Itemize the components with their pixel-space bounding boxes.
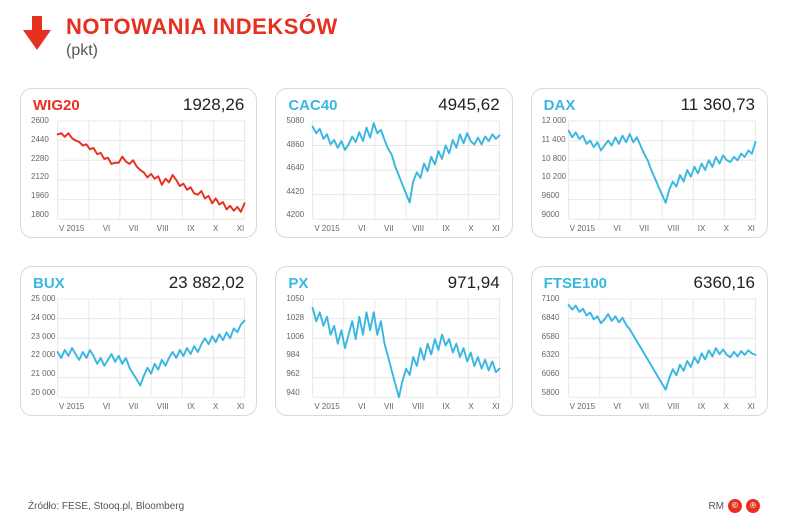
chart-plot: 50804860464044204200 V 2015VIVIIVIIIIXXXI xyxy=(284,117,503,233)
y-axis-labels: 105010281006984962940 xyxy=(286,295,304,397)
x-axis-labels: V 2015VIVIIVIIIIXXXI xyxy=(59,402,244,411)
chart-header: WIG20 1928,26 xyxy=(29,95,248,117)
chart-value: 4945,62 xyxy=(438,95,499,115)
chart-name: CAC40 xyxy=(288,97,337,114)
chart-card-ftse100: FTSE100 6360,16 710068406580632060605800 V … xyxy=(531,266,768,416)
charts-grid: WIG20 1928,26 260024402280212019601800 V 20… xyxy=(18,88,770,416)
arrow-down-icon xyxy=(18,14,56,52)
y-axis-labels: 50804860464044204200 xyxy=(286,117,304,219)
chart-plot: 260024402280212019601800 V 2015VIVIIVIIII… xyxy=(29,117,248,233)
chart-card-px: PX 971,94 105010281006984962940 V 2015VIVII… xyxy=(275,266,512,416)
page-header: NOTOWANIA INDEKSÓW (pkt) xyxy=(18,14,770,60)
copyright-icon: © xyxy=(728,499,742,513)
chart-plot: 710068406580632060605800 V 2015VIVIIVIIII… xyxy=(540,295,759,411)
chart-name: DAX xyxy=(544,97,576,114)
x-axis-labels: V 2015VIVIIVIIIIXXXI xyxy=(570,402,755,411)
chart-plot: 25 00024 00023 00022 00021 00020 000 V 20… xyxy=(29,295,248,411)
y-axis-labels: 710068406580632060605800 xyxy=(542,295,560,397)
x-axis-labels: V 2015VIVIIVIIIIXXXI xyxy=(570,224,755,233)
chart-header: FTSE100 6360,16 xyxy=(540,273,759,295)
credits: RM © ℗ xyxy=(708,499,760,513)
chart-card-cac40: CAC40 4945,62 50804860464044204200 V 2015VI… xyxy=(275,88,512,238)
chart-value: 1928,26 xyxy=(183,95,244,115)
chart-name: PX xyxy=(288,275,308,292)
x-axis-labels: V 2015VIVIIVIIIIXXXI xyxy=(314,402,499,411)
chart-plot: 12 00011 40010 80010 20096009000 V 2015VI… xyxy=(540,117,759,233)
chart-value: 11 360,73 xyxy=(681,95,755,115)
chart-header: BUX 23 882,02 xyxy=(29,273,248,295)
source-text: Źródło: FESE, Stooq.pl, Bloomberg xyxy=(28,501,184,512)
chart-name: FTSE100 xyxy=(544,275,607,292)
chart-value: 6360,16 xyxy=(694,273,755,293)
author: RM xyxy=(708,501,724,512)
main-title: NOTOWANIA INDEKSÓW xyxy=(66,14,338,40)
x-axis-labels: V 2015VIVIIVIIIIXXXI xyxy=(59,224,244,233)
chart-value: 23 882,02 xyxy=(169,273,245,293)
chart-header: DAX 11 360,73 xyxy=(540,95,759,117)
chart-name: BUX xyxy=(33,275,65,292)
y-axis-labels: 25 00024 00023 00022 00021 00020 000 xyxy=(31,295,55,397)
chart-card-dax: DAX11 360,7312 00011 40010 80010 2009600… xyxy=(531,88,768,238)
chart-name: WIG20 xyxy=(33,97,80,114)
chart-card-wig20: WIG20 1928,26 260024402280212019601800 V 20… xyxy=(20,88,257,238)
x-axis-labels: V 2015VIVIIVIIIIXXXI xyxy=(314,224,499,233)
chart-plot: 105010281006984962940 V 2015VIVIIVIIIIXXX… xyxy=(284,295,503,411)
chart-header: CAC40 4945,62 xyxy=(284,95,503,117)
y-axis-labels: 12 00011 40010 80010 20096009000 xyxy=(542,117,566,219)
page-footer: Źródło: FESE, Stooq.pl, Bloomberg RM © ℗ xyxy=(28,499,760,513)
y-axis-labels: 260024402280212019601800 xyxy=(31,117,49,219)
chart-header: PX 971,94 xyxy=(284,273,503,295)
subtitle: (pkt) xyxy=(66,42,338,60)
title-block: NOTOWANIA INDEKSÓW (pkt) xyxy=(66,14,338,60)
chart-card-bux: BUX23 882,0225 00024 00023 00022 00021 0… xyxy=(20,266,257,416)
chart-value: 971,94 xyxy=(448,273,500,293)
phonogram-icon: ℗ xyxy=(746,499,760,513)
